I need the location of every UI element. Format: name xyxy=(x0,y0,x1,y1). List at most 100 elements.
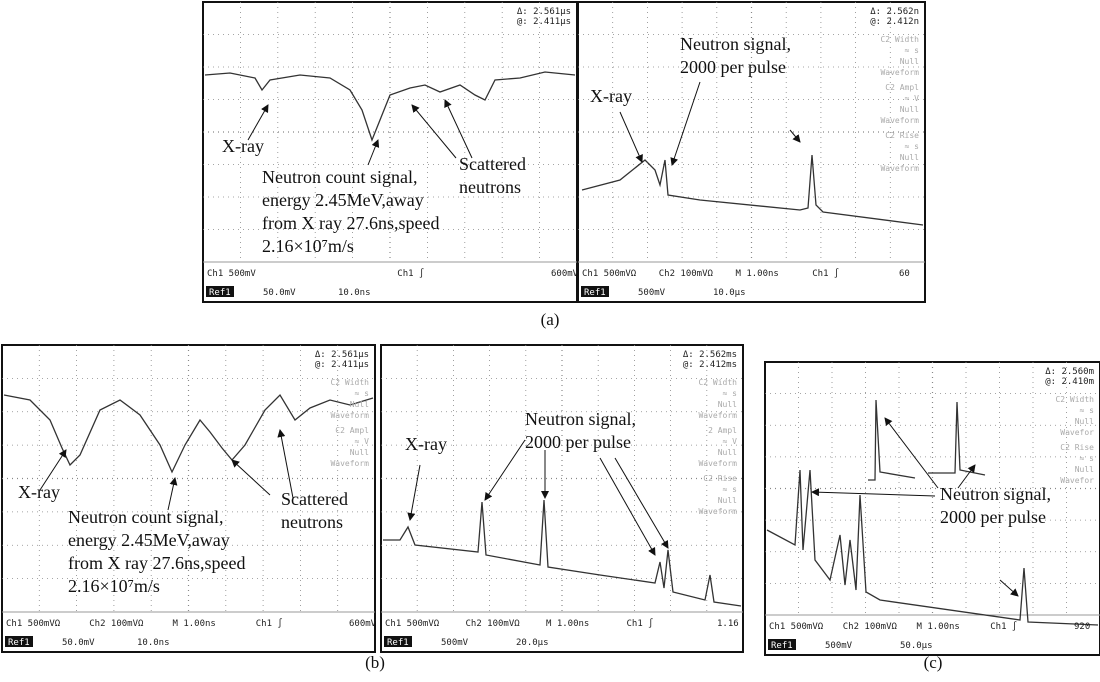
channel-label: M 1.00ns xyxy=(736,269,779,279)
channel-label: M 1.00ns xyxy=(546,619,589,629)
side-label: Waveform xyxy=(698,411,737,420)
side-label: Null xyxy=(900,57,919,66)
ref-label: 10.0ns xyxy=(338,288,371,298)
annotation: Scattered xyxy=(281,489,348,509)
annotation: from X ray 27.6ns,speed xyxy=(68,553,245,573)
side-label: 2 Ampl xyxy=(708,426,737,435)
side-label: ≈ V xyxy=(723,437,738,446)
figure: Δ: 2.561μs@: 2.411μsCh1 500mVCh1 ∫600mVR… xyxy=(0,0,1100,682)
annotation: Neutron signal, xyxy=(940,484,1051,504)
channel-label: 60 xyxy=(899,269,910,279)
ref-label: 10.0ns xyxy=(137,638,170,648)
readout: @: 2.411μs xyxy=(315,360,369,370)
ref-label: 500mV xyxy=(638,288,666,298)
oscilloscope-screen: Δ: 2.562ms@: 2.412ms C2 Width ≈ s Null Wavef… xyxy=(381,345,743,652)
annotation: X-ray xyxy=(405,434,447,454)
ref-label: 50.0mV xyxy=(263,288,296,298)
side-label: C2 Rise xyxy=(1060,443,1094,452)
channel-label: M 1.00ns xyxy=(173,619,216,629)
side-label: Null xyxy=(1075,417,1094,426)
readout: @: 2.412n xyxy=(870,17,919,27)
caption: (a) xyxy=(541,310,560,329)
annotation: X-ray xyxy=(222,136,264,156)
side-label: Null xyxy=(900,153,919,162)
side-label: C2 Rise xyxy=(885,131,919,140)
channel-label: Ch2 100mVΩ xyxy=(89,619,144,629)
annotation: energy 2.45MeV,away xyxy=(262,190,424,210)
side-label: ≈ s xyxy=(905,142,920,151)
channel-label: Ch1 500mVΩ xyxy=(385,619,440,629)
channel-label: Ch2 100mVΩ xyxy=(466,619,521,629)
annotation: Neutron signal, xyxy=(525,409,636,429)
annotation: X-ray xyxy=(590,86,632,106)
annotation: 2000 per pulse xyxy=(525,432,631,452)
screen-frame xyxy=(765,362,1100,655)
channel-label: Ch1 500mV xyxy=(207,269,256,279)
side-label: ≈ s xyxy=(723,389,738,398)
annotation: 2000 per pulse xyxy=(940,507,1046,527)
annotation: Neutron count signal, xyxy=(262,167,417,187)
side-label: Null xyxy=(350,400,369,409)
channel-label: Ch1 ∫ xyxy=(990,621,1017,632)
side-label: C2 Width xyxy=(698,378,737,387)
readout: @: 2.412ms xyxy=(683,360,737,370)
ref-label: 10.0μs xyxy=(713,288,746,298)
annotation: Neutron count signal, xyxy=(68,507,223,527)
ref-label: 20.0μs xyxy=(516,638,549,648)
side-label: Null xyxy=(718,448,737,457)
annotation: from X ray 27.6ns,speed xyxy=(262,213,439,233)
ref-label: 500mV xyxy=(825,641,853,651)
side-label: C2 Rise xyxy=(703,474,737,483)
channel-label: Ch1 500mVΩ xyxy=(769,622,824,632)
side-label: Waveform xyxy=(330,411,369,420)
side-label: C2 Width xyxy=(880,35,919,44)
side-label: Waveform xyxy=(698,507,737,516)
readout: Δ: 2.560m xyxy=(1045,367,1094,377)
channel-label: Ch1 ∫ xyxy=(627,618,654,629)
ref-label: Ref1 xyxy=(584,288,606,298)
ref-label: Ref1 xyxy=(8,638,30,648)
side-label: Waveform xyxy=(330,459,369,468)
side-label: Waveform xyxy=(880,164,919,173)
ref-label: 500mV xyxy=(441,638,469,648)
side-label: C2 Ampl xyxy=(335,426,369,435)
side-label: Null xyxy=(900,105,919,114)
channel-label: Ch2 100mVΩ xyxy=(843,622,898,632)
side-label: Null xyxy=(718,496,737,505)
annotation: Scattered xyxy=(459,154,526,174)
side-label: Waveform xyxy=(880,68,919,77)
channel-label: 600mV xyxy=(551,269,579,279)
side-label: Null xyxy=(718,400,737,409)
side-label: C2 Width xyxy=(330,378,369,387)
channel-label: Ch1 ∫ xyxy=(812,268,839,279)
channel-label: Ch1 500mVΩ xyxy=(582,269,637,279)
channel-label: M 1.00ns xyxy=(917,622,960,632)
channel-label: Ch1 ∫ xyxy=(397,268,424,279)
side-label: Waveform xyxy=(880,116,919,125)
readout: Δ: 2.562ms xyxy=(683,350,737,360)
channel-label: 920 xyxy=(1074,622,1090,632)
side-label: Waveform xyxy=(698,459,737,468)
caption: (b) xyxy=(365,653,385,672)
annotation: 2.16×10⁷m/s xyxy=(68,576,160,596)
readout: Δ: 2.562n xyxy=(870,7,919,17)
annotation: neutrons xyxy=(281,512,343,532)
annotation: neutrons xyxy=(459,177,521,197)
side-label: ≈ s xyxy=(905,46,920,55)
side-label: C2 Ampl xyxy=(885,83,919,92)
side-label: Null xyxy=(1075,465,1094,474)
ref-label: Ref1 xyxy=(209,288,231,298)
side-label: ≈ s xyxy=(1080,406,1095,415)
side-label: ≈ s xyxy=(1080,454,1095,463)
channel-label: 600mV xyxy=(349,619,377,629)
channel-label: Ch1 500mVΩ xyxy=(6,619,61,629)
side-label: Wavefor xyxy=(1060,428,1094,437)
readout: @: 2.410m xyxy=(1045,377,1094,387)
side-label: Null xyxy=(350,448,369,457)
ref-label: Ref1 xyxy=(387,638,409,648)
ref-label: Ref1 xyxy=(771,641,793,651)
side-label: ≈ V xyxy=(905,94,920,103)
readout: @: 2.411μs xyxy=(517,17,571,27)
channel-label: Ch1 ∫ xyxy=(256,618,283,629)
